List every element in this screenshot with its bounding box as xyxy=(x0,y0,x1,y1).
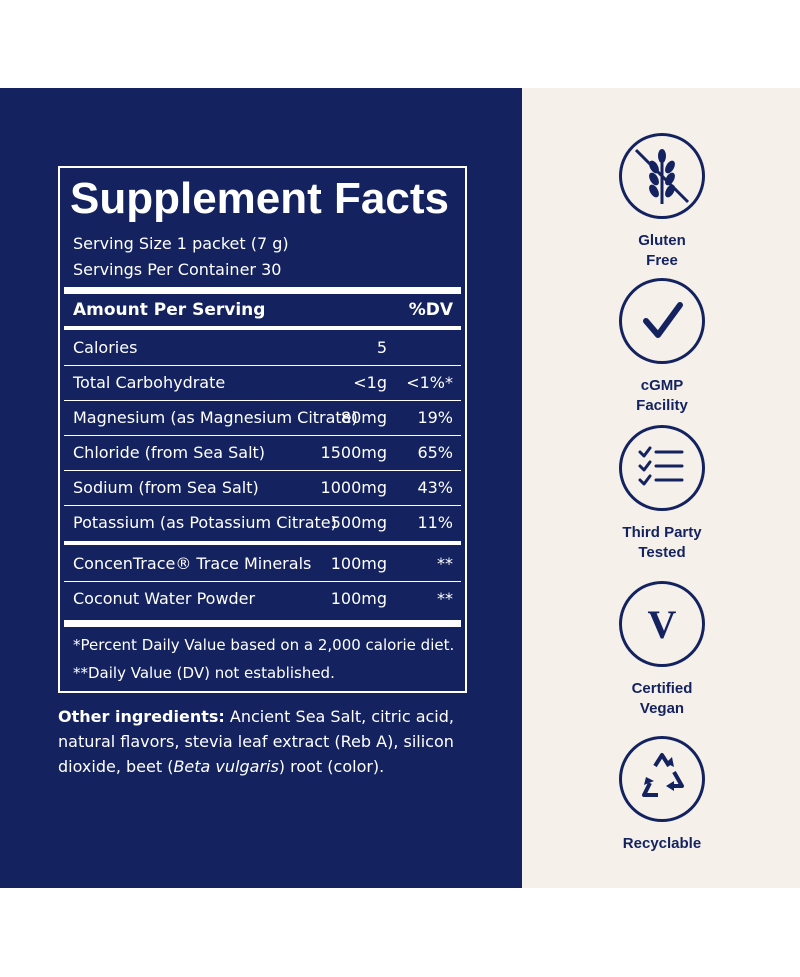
nutrient-amount: 5 xyxy=(376,338,387,357)
badge-label: Gluten Free xyxy=(600,231,724,271)
nutrient-name: Chloride (from Sea Salt) xyxy=(73,443,266,462)
badge-label-line: Recyclable xyxy=(622,835,702,852)
svg-text:V: V xyxy=(648,602,677,647)
ingredient-amount: 100mg xyxy=(330,589,387,608)
ingredient-row: ConcenTrace® Trace Minerals 100mg ** xyxy=(60,548,465,582)
servings-per-container: Servings Per Container 30 xyxy=(73,260,282,279)
nutrient-dv: 11% xyxy=(417,513,453,532)
ingredient-row: Coconut Water Powder 100mg ** xyxy=(60,583,465,617)
row-divider xyxy=(64,469,461,471)
row-divider xyxy=(64,580,461,582)
nutrient-name: Calories xyxy=(73,338,138,357)
left-panel xyxy=(0,88,522,888)
supplement-facts-title: Supplement Facts xyxy=(70,174,449,223)
ingredient-name: Coconut Water Powder xyxy=(73,589,256,608)
nutrient-name: Total Carbohydrate xyxy=(73,373,226,392)
divider-medium xyxy=(64,541,461,545)
nutrient-amount: 1000mg xyxy=(320,478,387,497)
checklist-icon xyxy=(619,425,705,511)
divider-thick xyxy=(64,620,461,627)
dv-header: %DV xyxy=(408,300,453,320)
badge-label-line: cGMP xyxy=(640,377,684,394)
other-ingredients-latin: Beta vulgaris xyxy=(173,757,279,776)
footnote-dv-not-established: **Daily Value (DV) not established. xyxy=(73,664,335,682)
badge-label-line: Facility xyxy=(636,397,688,414)
row-divider xyxy=(64,434,461,436)
amount-per-serving-header: Amount Per Serving xyxy=(73,300,266,320)
badge-label-line: Certified xyxy=(631,680,693,697)
badge-label: Certified Vegan xyxy=(600,679,724,719)
badge-label: Recyclable xyxy=(600,834,724,854)
nutrient-dv: 65% xyxy=(417,443,453,462)
nutrient-row: Calories 5 xyxy=(60,332,465,366)
nutrient-dv: <1%* xyxy=(406,373,453,392)
nutrient-row: Sodium (from Sea Salt) 1000mg 43% xyxy=(60,472,465,506)
ingredient-amount: 100mg xyxy=(330,554,387,573)
ingredient-name: ConcenTrace® Trace Minerals xyxy=(73,554,312,573)
ingredient-dv: ** xyxy=(437,554,453,573)
footnote-percent-dv: *Percent Daily Value based on a 2,000 ca… xyxy=(73,636,455,654)
nutrient-dv: 43% xyxy=(417,478,453,497)
nutrient-dv: 19% xyxy=(417,408,453,427)
row-divider xyxy=(64,399,461,401)
divider-thick xyxy=(64,287,461,294)
badge-label-line: Gluten xyxy=(638,232,686,249)
divider-medium xyxy=(64,326,461,330)
nutrient-row: Potassium (as Potassium Citrate) 500mg 1… xyxy=(60,507,465,541)
other-ingredients-label: Other ingredients: xyxy=(58,707,225,726)
other-ingredients-text: Ancient Sea Salt, citric acid, natural f… xyxy=(58,707,454,776)
gluten-free-icon xyxy=(619,133,705,219)
nutrient-name: Magnesium (as Magnesium Citrate) xyxy=(73,408,358,427)
nutrient-amount: 1500mg xyxy=(320,443,387,462)
other-ingredients-text-end: ) root (color). xyxy=(278,757,385,776)
nutrient-amount: 500mg xyxy=(330,513,387,532)
nutrient-row: Magnesium (as Magnesium Citrate) 80mg 19… xyxy=(60,402,465,436)
nutrient-name: Potassium (as Potassium Citrate) xyxy=(73,513,337,532)
serving-size: Serving Size 1 packet (7 g) xyxy=(73,234,289,253)
nutrient-row: Chloride (from Sea Salt) 1500mg 65% xyxy=(60,437,465,471)
row-divider xyxy=(64,364,461,366)
ingredient-dv: ** xyxy=(437,589,453,608)
nutrient-name: Sodium (from Sea Salt) xyxy=(73,478,259,497)
nutrient-amount: <1g xyxy=(353,373,387,392)
other-ingredients: Other ingredients: Ancient Sea Salt, cit… xyxy=(58,704,478,779)
recycle-icon xyxy=(619,736,705,822)
nutrient-row: Total Carbohydrate <1g <1%* xyxy=(60,367,465,401)
badge-label-line: Third Party xyxy=(622,524,702,541)
row-divider xyxy=(64,504,461,506)
supplement-facts-panel: Supplement Facts Serving Size 1 packet (… xyxy=(58,166,467,693)
badge-label-line: Tested xyxy=(638,544,686,561)
badge-label: Third Party Tested xyxy=(600,523,724,563)
badge-label-line: Vegan xyxy=(639,700,685,717)
checkmark-icon xyxy=(619,278,705,364)
badge-label: cGMP Facility xyxy=(600,376,724,416)
badge-label-line: Free xyxy=(646,252,678,269)
nutrient-amount: 80mg xyxy=(340,408,387,427)
vegan-v-icon: V xyxy=(619,581,705,667)
